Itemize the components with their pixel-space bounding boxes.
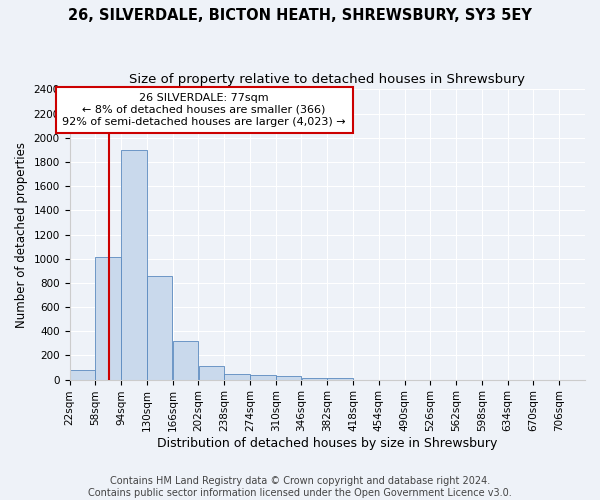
Bar: [147, 276, 172, 380]
Text: Contains HM Land Registry data © Crown copyright and database right 2024.
Contai: Contains HM Land Registry data © Crown c…: [88, 476, 512, 498]
Bar: [95, 258, 121, 380]
Title: Size of property relative to detached houses in Shrewsbury: Size of property relative to detached ho…: [129, 72, 525, 86]
Bar: [173, 341, 198, 380]
Y-axis label: Number of detached properties: Number of detached properties: [15, 142, 28, 328]
Bar: [70, 370, 95, 380]
Text: 26, SILVERDALE, BICTON HEATH, SHREWSBURY, SY3 5EY: 26, SILVERDALE, BICTON HEATH, SHREWSBURY…: [68, 8, 532, 22]
Bar: [328, 378, 353, 380]
Bar: [224, 374, 250, 380]
Bar: [121, 150, 147, 380]
Text: 26 SILVERDALE: 77sqm
← 8% of detached houses are smaller (366)
92% of semi-detac: 26 SILVERDALE: 77sqm ← 8% of detached ho…: [62, 94, 346, 126]
Bar: [250, 375, 275, 380]
Bar: [199, 366, 224, 380]
Bar: [276, 376, 301, 380]
X-axis label: Distribution of detached houses by size in Shrewsbury: Distribution of detached houses by size …: [157, 437, 497, 450]
Bar: [302, 378, 327, 380]
